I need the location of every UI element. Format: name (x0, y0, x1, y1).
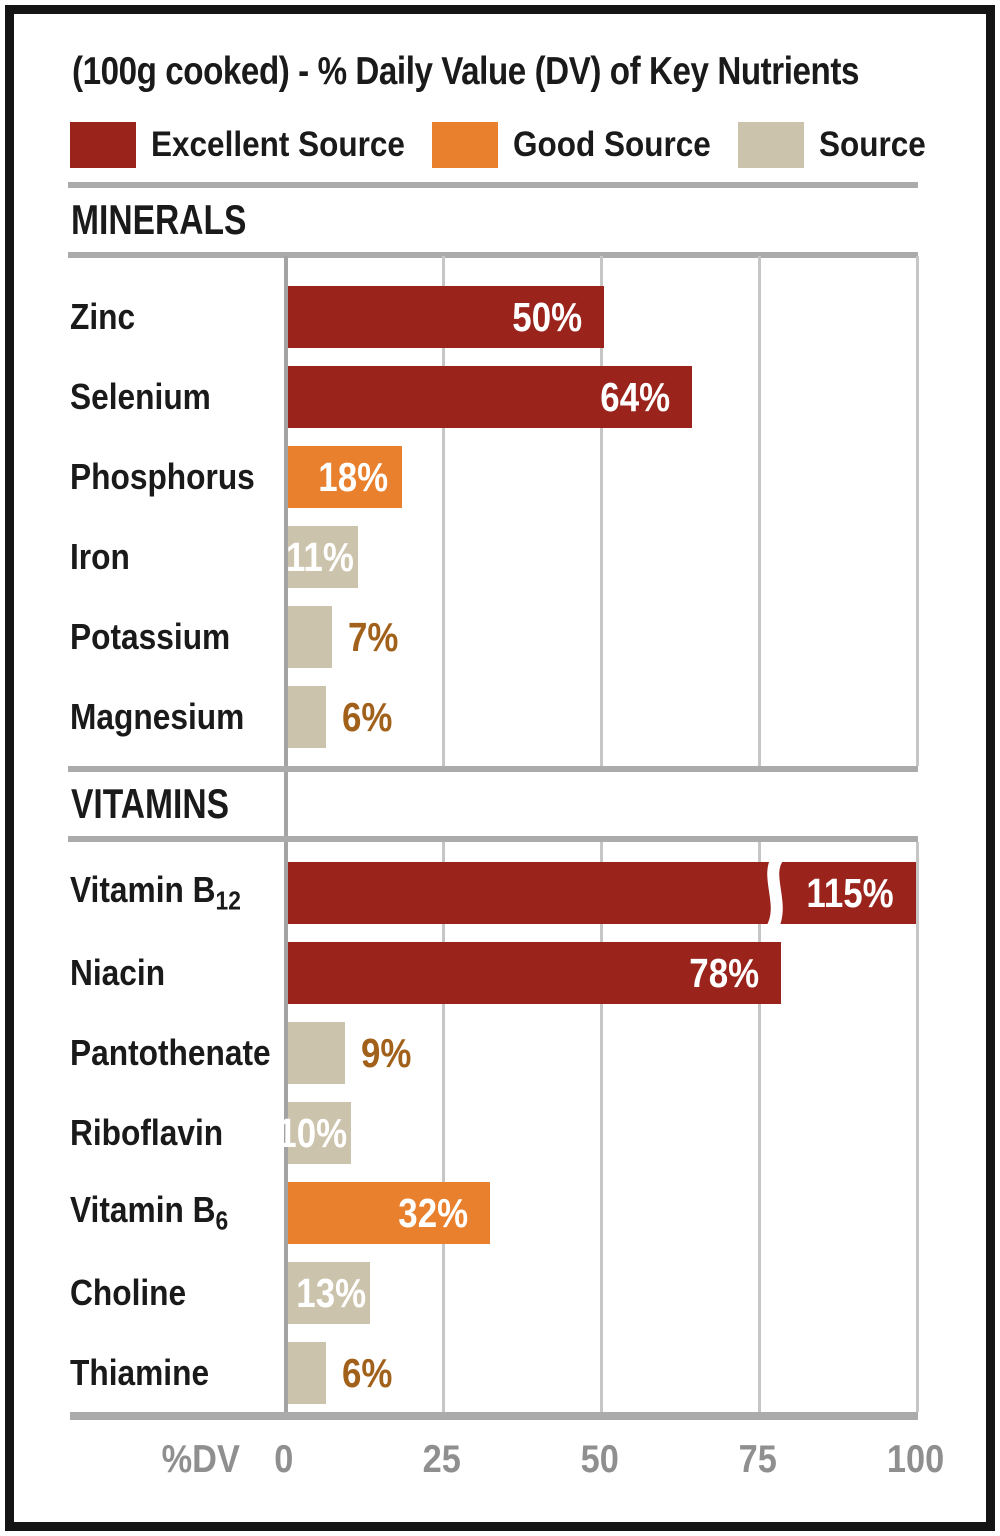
value-label-vitamin-b12: 115% (806, 869, 894, 916)
gridline-100 (916, 256, 919, 766)
value-label-niacin: 78% (689, 949, 759, 996)
row-label-phosphorus: Phosphorus (70, 456, 255, 497)
bar-thiamine (288, 1342, 326, 1404)
tick-label-0: 0 (274, 1438, 294, 1481)
row-label-niacin: Niacin (70, 952, 166, 993)
value-label-magnesium: 6% (342, 693, 393, 740)
divider-minerals (68, 252, 918, 258)
value-label-thiamine: 6% (342, 1349, 393, 1396)
row-label-potassium: Potassium (70, 616, 231, 657)
value-label-pantothenate: 9% (361, 1029, 412, 1076)
bar-riboflavin: 10% (277, 1102, 351, 1164)
row-label-vitamin-b12: Vitamin B12 (70, 869, 241, 916)
x-axis-unit-label: %DV (161, 1438, 240, 1481)
tick-label-50: 50 (580, 1438, 620, 1481)
gridline-0 (284, 256, 288, 1412)
bar-pantothenate (288, 1022, 345, 1084)
x-axis-line (70, 1412, 918, 1420)
value-label-vitamin-b6: 32% (398, 1189, 468, 1236)
legend-item-source: Source (738, 122, 938, 168)
legend-swatch-good (432, 122, 498, 168)
bar-iron: 11% (286, 526, 358, 588)
tick-label-25: 25 (422, 1438, 462, 1481)
tick-label-75: 75 (738, 1438, 778, 1481)
value-label-zinc: 50% (512, 293, 582, 340)
bar-vitamin-b12: 115% (288, 860, 916, 926)
bar-phosphorus: 18% (288, 446, 402, 508)
bar-niacin: 78% (288, 942, 781, 1004)
legend-item-good-source: Good Source (432, 122, 733, 168)
row-label-iron: Iron (70, 536, 130, 577)
gridline-50 (600, 842, 603, 1412)
tick-label-100: 100 (887, 1438, 945, 1481)
divider-mid (68, 766, 918, 772)
gridline-75 (758, 842, 761, 1412)
bar-vitamin-b6: 32% (288, 1182, 490, 1244)
legend-label: Excellent Source (151, 125, 405, 164)
divider-vitamins (68, 836, 918, 842)
gridline-25 (442, 842, 445, 1412)
value-label-choline: 13% (296, 1269, 366, 1316)
row-label-pantothenate: Pantothenate (70, 1032, 271, 1073)
gridline-25 (442, 256, 445, 766)
row-label-riboflavin: Riboflavin (70, 1112, 224, 1153)
bar-zinc: 50% (288, 286, 604, 348)
legend-label: Good Source (513, 125, 711, 164)
section-header-vitamins: VITAMINS (71, 780, 230, 827)
gridline-100 (916, 842, 919, 1412)
value-label-potassium: 7% (348, 613, 399, 660)
legend-label: Source (819, 125, 926, 164)
value-label-phosphorus: 18% (318, 453, 388, 500)
row-label-vitamin-b6: Vitamin B6 (70, 1189, 229, 1236)
legend-swatch-source (738, 122, 804, 168)
row-label-choline: Choline (70, 1272, 187, 1313)
legend-item-excellent-source: Excellent Source (70, 122, 433, 168)
bar-choline: 13% (288, 1262, 370, 1324)
row-label-selenium: Selenium (70, 376, 211, 417)
axis-break-squiggle (766, 860, 784, 926)
bar-potassium (288, 606, 332, 668)
value-label-riboflavin: 10% (277, 1109, 347, 1156)
bar-selenium: 64% (288, 366, 692, 428)
row-label-zinc: Zinc (70, 296, 136, 337)
divider-top (68, 182, 918, 188)
chart-title: (100g cooked) - % Daily Value (DV) of Ke… (72, 50, 860, 93)
row-label-magnesium: Magnesium (70, 696, 245, 737)
value-label-iron: 11% (286, 533, 354, 580)
bar-magnesium (288, 686, 326, 748)
gridline-50 (600, 256, 603, 766)
legend-swatch-excellent (70, 122, 136, 168)
gridline-75 (758, 256, 761, 766)
section-header-minerals: MINERALS (71, 196, 247, 243)
value-label-selenium: 64% (600, 373, 670, 420)
row-label-thiamine: Thiamine (70, 1352, 210, 1393)
